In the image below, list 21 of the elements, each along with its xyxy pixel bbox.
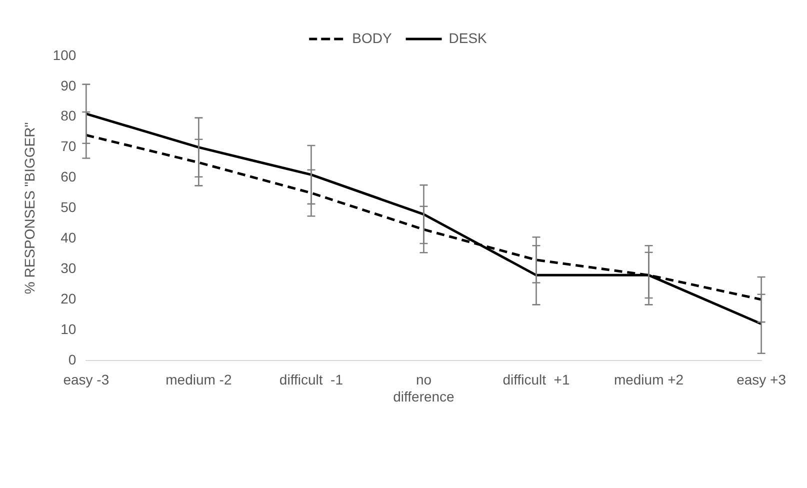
x-tick-label: medium -2 [166, 372, 232, 388]
y-tick-label: 40 [60, 230, 76, 246]
x-tick-label: difficult +1 [502, 372, 570, 388]
x-tick-label: difficult -1 [279, 372, 344, 388]
x-tick-label: easy -3 [63, 372, 110, 388]
x-tick-label: no difference [393, 372, 455, 404]
y-tick-label: 80 [60, 108, 76, 124]
legend-label: BODY [352, 30, 392, 46]
y-tick-label: 100 [52, 46, 76, 63]
y-tick-label: 90 [60, 77, 76, 94]
y-tick-label: 20 [60, 290, 76, 306]
y-axis-title: % RESPONSES "BIGGER" [21, 122, 38, 294]
legend-label: DESK [448, 30, 488, 46]
x-tick-label: medium +2 [614, 372, 684, 388]
x-tick-label: easy +3 [736, 372, 786, 388]
y-tick-label: 50 [60, 199, 76, 216]
y-tick-label: 70 [60, 138, 76, 154]
y-tick-label: 60 [60, 168, 76, 185]
y-tick-label: 30 [60, 260, 76, 276]
y-tick-label: 10 [60, 320, 76, 337]
y-tick-label: 0 [68, 351, 76, 368]
